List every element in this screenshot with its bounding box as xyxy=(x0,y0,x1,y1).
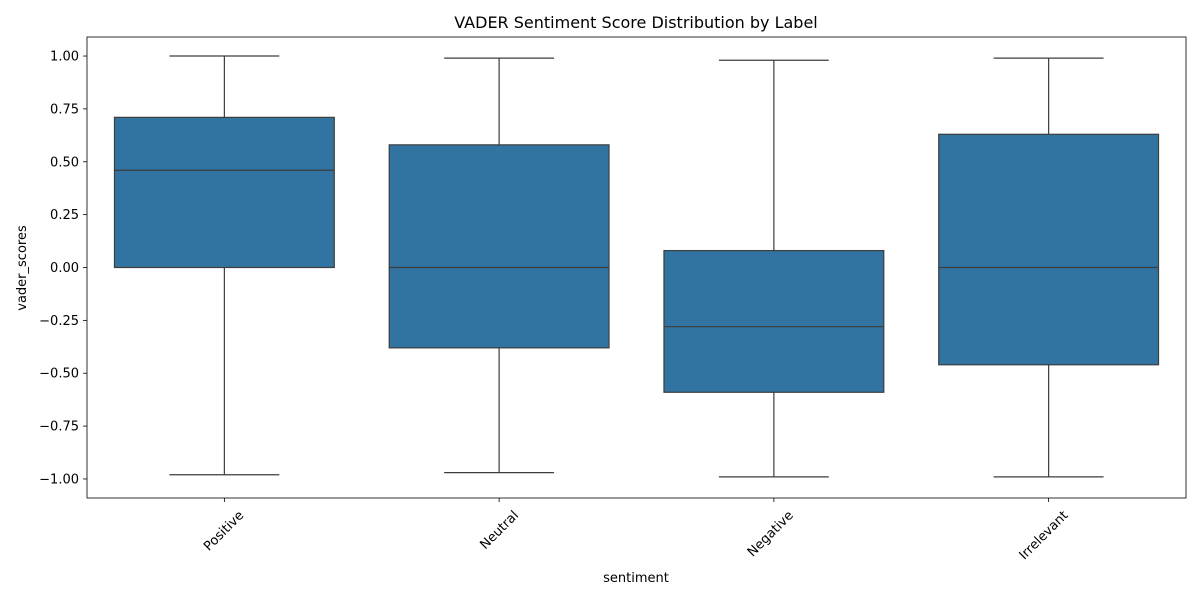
x-tick-label: Negative xyxy=(745,508,797,560)
y-tick-label: −1.00 xyxy=(39,472,79,487)
x-axis: Positive Neutral Negative Irrelevant xyxy=(201,498,1071,563)
iqr-box xyxy=(388,144,610,349)
box-positive xyxy=(113,55,335,476)
y-tick-label: 1.00 xyxy=(50,50,79,65)
x-tick-label: Irrelevant xyxy=(1017,508,1072,563)
box-irrelevant xyxy=(938,57,1160,478)
y-tick-label: −0.50 xyxy=(39,367,79,382)
box-negative xyxy=(663,59,885,478)
iqr-box xyxy=(938,133,1160,366)
plot-area xyxy=(113,55,1160,478)
x-tick-label: Positive xyxy=(201,508,247,554)
y-tick-label: 0.75 xyxy=(50,102,79,117)
y-tick-label: 0.50 xyxy=(50,155,79,170)
box-neutral xyxy=(388,57,610,474)
y-axis: 1.00 0.75 0.50 0.25 0.00 −0.25 −0.50 −0.75 −1.00 xyxy=(39,50,87,487)
iqr-box xyxy=(663,249,885,393)
y-tick-label: −0.75 xyxy=(39,420,79,435)
chart-title: VADER Sentiment Score Distribution by La… xyxy=(454,13,818,32)
y-tick-label: −0.25 xyxy=(39,314,79,329)
iqr-box xyxy=(113,116,335,269)
y-tick-label: 0.00 xyxy=(50,261,79,276)
y-tick-label: 0.25 xyxy=(50,208,79,223)
x-tick-label: Neutral xyxy=(477,508,522,553)
x-axis-label: sentiment xyxy=(603,571,669,586)
y-axis-label: vader_scores xyxy=(15,225,30,311)
